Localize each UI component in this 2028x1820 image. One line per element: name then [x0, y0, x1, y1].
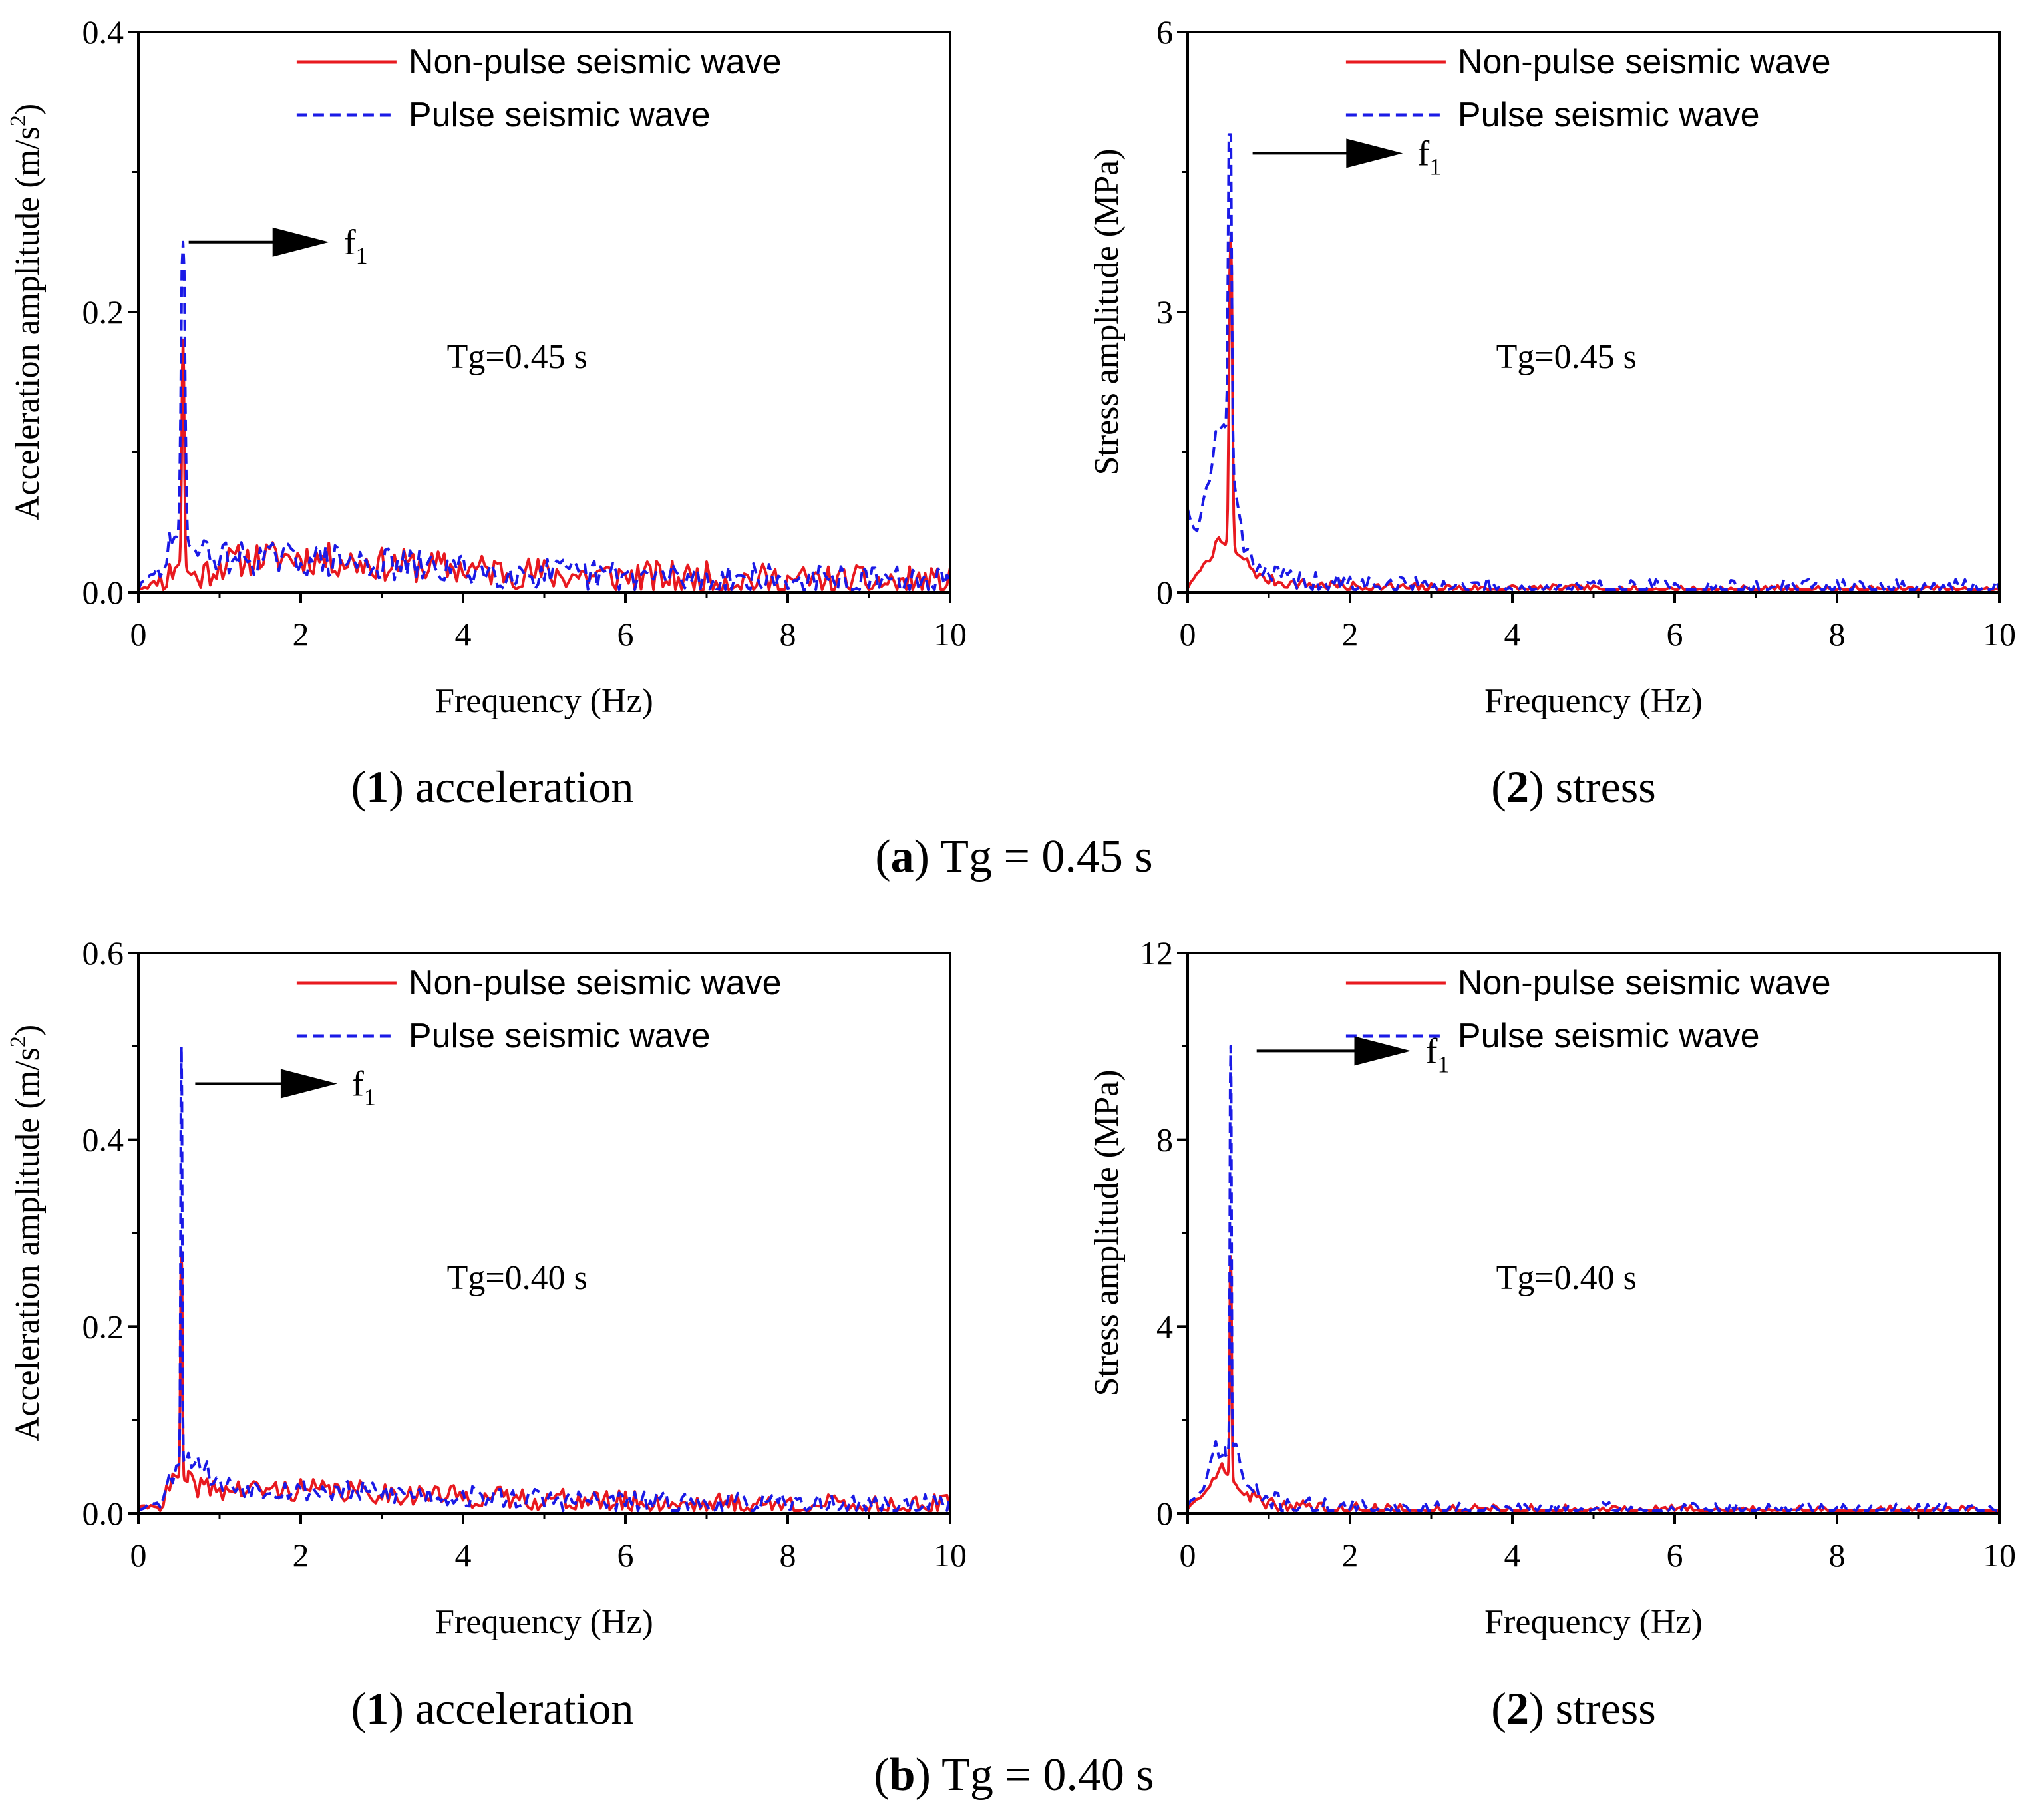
y-axis-label: Acceleration amplitude (m/s2) — [6, 104, 47, 520]
x-tick-label: 4 — [455, 1537, 472, 1574]
y-tick-label: 12 — [1140, 934, 1173, 972]
x-tick-label: 2 — [1342, 1537, 1359, 1574]
y-tick-label: 0.6 — [83, 934, 124, 972]
x-tick-label: 4 — [1504, 1537, 1521, 1574]
peak-label-f1: f1 — [344, 222, 368, 269]
y-tick-label: 0.4 — [83, 13, 124, 51]
y-tick-label: 4 — [1156, 1308, 1173, 1345]
caption-a2: (2) stress — [1491, 761, 1655, 812]
x-tick-label: 10 — [1983, 1537, 2016, 1574]
legend-label: Pulse seismic wave — [409, 96, 711, 134]
row-label-b: (b) Tg = 0.40 s — [874, 1749, 1154, 1801]
y-tick-label: 8 — [1156, 1121, 1173, 1159]
x-tick-label: 2 — [293, 616, 309, 653]
caption-b2: (2) stress — [1491, 1683, 1655, 1733]
peak-label-f1: f1 — [1417, 133, 1441, 180]
peak-label-f1: f1 — [1426, 1031, 1450, 1077]
x-tick-label: 4 — [1504, 616, 1521, 653]
series-pulse-line — [1186, 133, 2001, 591]
peak-arrow-head — [1354, 1036, 1411, 1066]
x-tick-label: 2 — [1342, 616, 1359, 653]
legend-label: Non-pulse seismic wave — [1458, 43, 1831, 81]
series-pulse-line — [138, 1045, 951, 1512]
y-axis-label: Stress amplitude (MPa) — [1088, 1069, 1126, 1396]
x-tick-label: 4 — [455, 616, 472, 653]
legend-label: Pulse seismic wave — [1458, 96, 1760, 134]
x-tick-label: 8 — [780, 1537, 796, 1574]
peak-label-f1: f1 — [352, 1063, 376, 1110]
y-tick-label: 6 — [1156, 13, 1173, 51]
x-tick-label: 6 — [1667, 616, 1683, 653]
legend-label: Pulse seismic wave — [409, 1017, 711, 1055]
row-label-a: (a) Tg = 0.45 s — [875, 831, 1152, 882]
peak-arrow-head — [1346, 138, 1403, 168]
x-tick-label: 0 — [130, 1537, 147, 1574]
legend-label: Non-pulse seismic wave — [409, 43, 782, 81]
y-axis-label: Acceleration amplitude (m/s2) — [6, 1025, 47, 1441]
legend-label: Pulse seismic wave — [1458, 1017, 1760, 1055]
tg-annotation: Tg=0.45 s — [1496, 338, 1637, 376]
y-tick-label: 3 — [1156, 293, 1173, 331]
x-tick-label: 6 — [617, 1537, 634, 1574]
x-tick-label: 0 — [130, 616, 147, 653]
x-tick-label: 8 — [1829, 1537, 1846, 1574]
x-tick-label: 10 — [933, 1537, 967, 1574]
series-pulse-line — [1186, 1045, 2000, 1512]
peak-arrow-head — [272, 227, 329, 257]
x-tick-label: 8 — [1829, 616, 1846, 653]
tg-annotation: Tg=0.45 s — [447, 338, 588, 376]
caption-b1: (1) acceleration — [351, 1683, 634, 1733]
x-axis-label: Frequency (Hz) — [435, 682, 653, 720]
y-tick-label: 0.0 — [83, 574, 124, 611]
chart-b1: 0 2 4 6 8 10 0.0 0.2 0.4 0.6 Frequency (Hz) Acceler… — [6, 934, 967, 1641]
chart-b2: 0 2 4 6 8 10 0 4 8 12 Frequency (Hz) Stress amplitu… — [1088, 934, 2016, 1641]
peak-arrow-head — [280, 1069, 337, 1099]
y-tick-label: 0.2 — [83, 293, 124, 331]
y-axis-label: Stress amplitude (MPa) — [1088, 148, 1126, 475]
chart-a2: 0 2 4 6 8 10 0 3 6 Frequency (Hz) Stress amplitude… — [1088, 13, 2016, 720]
y-tick-label: 0 — [1156, 1495, 1173, 1532]
series-non-pulse-line — [1186, 236, 2000, 591]
x-tick-label: 10 — [1983, 616, 2016, 653]
legend-label: Non-pulse seismic wave — [1458, 964, 1831, 1002]
tg-annotation: Tg=0.40 s — [1496, 1259, 1637, 1297]
x-axis-label: Frequency (Hz) — [435, 1603, 653, 1641]
tg-annotation: Tg=0.40 s — [447, 1259, 588, 1297]
legend-label: Non-pulse seismic wave — [409, 964, 782, 1002]
x-tick-label: 0 — [1180, 1537, 1196, 1574]
y-tick-label: 0.0 — [83, 1495, 124, 1532]
y-tick-label: 0.4 — [83, 1121, 124, 1159]
x-tick-label: 6 — [617, 616, 634, 653]
y-tick-label: 0 — [1156, 574, 1173, 611]
x-tick-label: 10 — [933, 616, 967, 653]
x-tick-label: 8 — [780, 616, 796, 653]
x-axis-label: Frequency (Hz) — [1484, 682, 1703, 720]
x-tick-label: 2 — [293, 1537, 309, 1574]
x-axis-label: Frequency (Hz) — [1484, 1603, 1703, 1641]
chart-a1: 0 2 4 6 8 10 0.0 0.2 0.4 Frequency (Hz) Accelerati… — [6, 13, 967, 720]
x-tick-label: 0 — [1180, 616, 1196, 653]
x-tick-label: 6 — [1667, 1537, 1683, 1574]
y-tick-label: 0.2 — [83, 1308, 124, 1345]
series-pulse-line — [137, 240, 951, 591]
caption-a1: (1) acceleration — [351, 761, 634, 812]
